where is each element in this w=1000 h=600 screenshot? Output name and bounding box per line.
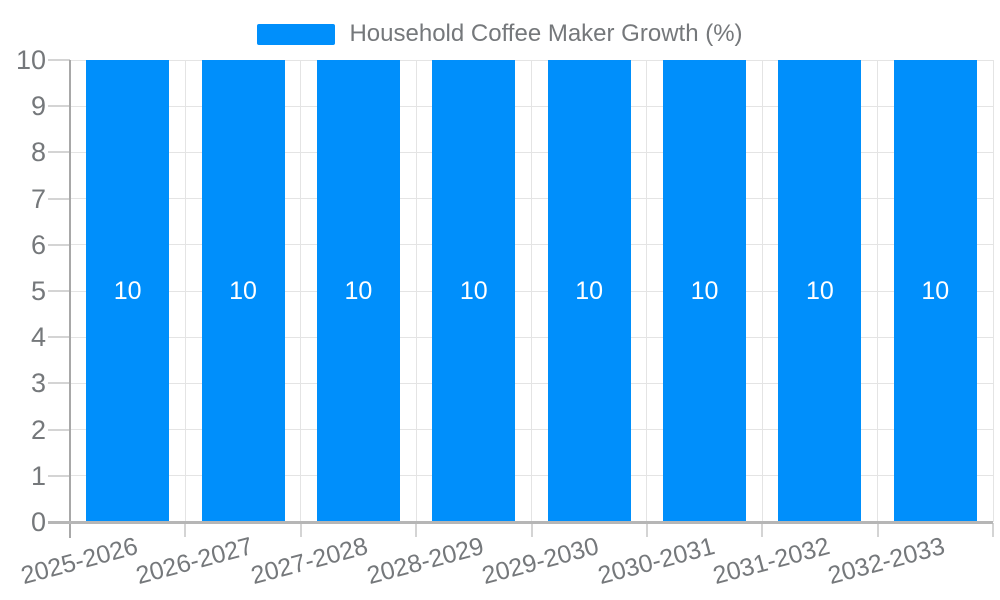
y-axis-tick <box>48 197 70 200</box>
x-axis-tick <box>761 523 764 537</box>
x-axis-tick <box>645 523 648 537</box>
y-axis-tick <box>48 151 70 154</box>
y-axis-label: 4 <box>30 322 46 353</box>
x-axis-tick <box>184 523 187 537</box>
y-axis-tick <box>48 428 70 431</box>
bar <box>547 60 631 522</box>
bar <box>663 60 747 522</box>
x-gridline <box>415 60 417 522</box>
y-axis-label: 0 <box>30 507 46 537</box>
bar-value-label: 10 <box>229 277 257 305</box>
y-axis-tick <box>48 105 70 108</box>
bar <box>893 60 977 522</box>
legend-label: Household Coffee Maker Growth (%) <box>349 20 743 47</box>
y-axis-tick <box>48 336 70 339</box>
bar-value-label: 10 <box>806 277 834 305</box>
y-axis-tick <box>48 243 70 246</box>
bar-value-label: 10 <box>113 277 142 305</box>
y-axis-label: 3 <box>30 368 46 399</box>
y-axis-tick <box>48 474 70 477</box>
legend-swatch <box>257 23 336 45</box>
y-axis-tick <box>48 382 70 385</box>
bar <box>432 60 516 522</box>
y-axis-label: 8 <box>30 137 46 168</box>
x-gridline <box>992 60 994 522</box>
x-axis-line <box>48 521 993 524</box>
bar-value-label: 10 <box>344 277 373 305</box>
bar <box>86 60 170 522</box>
x-axis-tick <box>530 523 533 537</box>
x-axis-tick <box>992 523 994 537</box>
y-axis-label: 9 <box>30 91 46 122</box>
bar <box>778 60 862 522</box>
legend-item[interactable]: Household Coffee Maker Growth (%) <box>0 18 1000 50</box>
x-gridline <box>184 60 186 522</box>
y-axis-label: 2 <box>30 414 46 445</box>
x-gridline <box>646 60 648 522</box>
y-axis-tick <box>48 59 70 61</box>
x-gridline <box>761 60 763 522</box>
bar-value-label: 10 <box>575 277 604 305</box>
bar-value-label: 10 <box>921 277 950 305</box>
y-axis-label: 10 <box>15 45 46 75</box>
bar <box>201 60 285 522</box>
x-axis-tick <box>415 523 418 537</box>
y-axis-label: 6 <box>30 229 46 260</box>
x-axis-tick <box>299 523 302 537</box>
y-axis-tick <box>48 290 70 292</box>
y-axis-line <box>69 60 71 538</box>
y-axis-label: 5 <box>30 276 46 306</box>
y-axis-label: 1 <box>30 460 46 491</box>
bar-value-label: 10 <box>690 277 719 305</box>
y-axis-label: 7 <box>30 183 46 214</box>
bar <box>316 60 400 522</box>
x-gridline <box>877 60 879 522</box>
bar-value-label: 10 <box>459 277 488 305</box>
x-axis-tick <box>876 523 879 537</box>
x-gridline <box>531 60 532 522</box>
x-gridline <box>300 60 302 522</box>
